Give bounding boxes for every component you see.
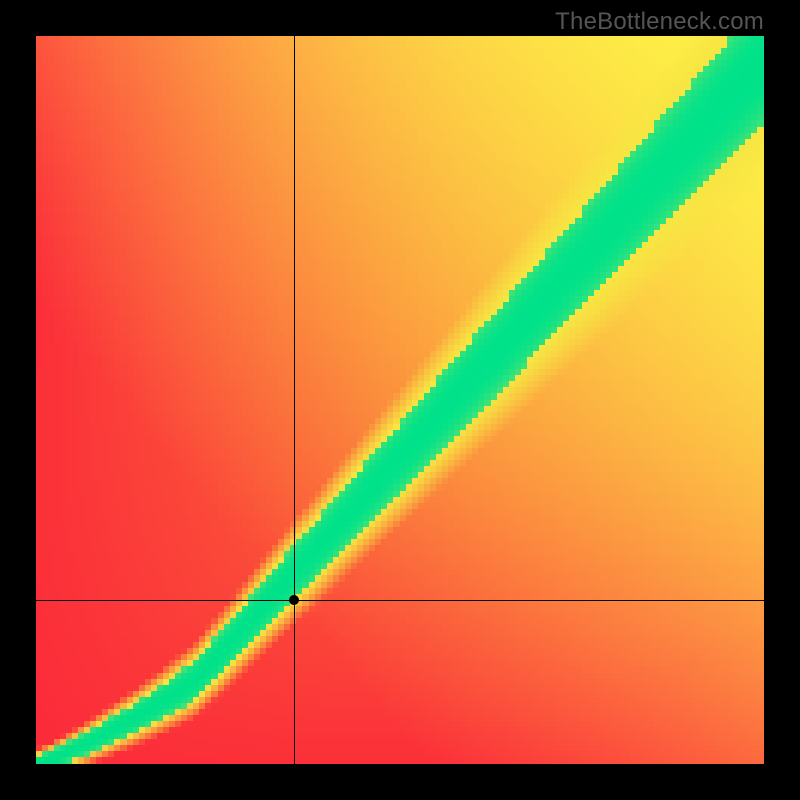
heatmap-canvas — [36, 36, 764, 764]
crosshair-vertical — [294, 36, 295, 764]
watermark-text: TheBottleneck.com — [555, 8, 764, 36]
heatmap-plot — [36, 36, 764, 764]
crosshair-horizontal — [36, 600, 764, 601]
crosshair-marker — [289, 595, 299, 605]
